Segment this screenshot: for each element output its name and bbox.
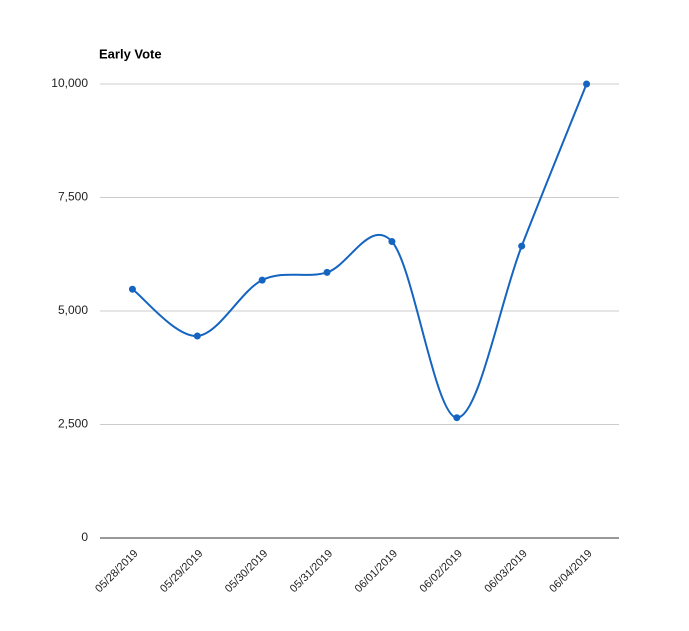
point bbox=[258, 276, 266, 284]
line bbox=[131, 83, 588, 419]
y-tick-label: 7,500 bbox=[58, 190, 88, 204]
chart-title: Early Vote bbox=[99, 46, 162, 61]
x-tick-label: 05/30/2019 bbox=[223, 548, 270, 595]
point bbox=[323, 268, 331, 276]
x-tick-label: 05/28/2019 bbox=[93, 548, 140, 595]
x-tick-label: 06/01/2019 bbox=[353, 548, 400, 595]
y-tick-label: 5,000 bbox=[58, 303, 88, 317]
x-tick-label: 05/31/2019 bbox=[288, 548, 335, 595]
y-tick-label: 0 bbox=[81, 530, 88, 544]
y-tick-label: 2,500 bbox=[58, 417, 88, 431]
point bbox=[518, 242, 526, 250]
point bbox=[453, 414, 461, 422]
point bbox=[388, 238, 396, 246]
y-tick-label: 10,000 bbox=[51, 76, 88, 90]
point bbox=[193, 332, 201, 340]
x-tick-label: 06/02/2019 bbox=[418, 548, 465, 595]
point bbox=[128, 285, 136, 293]
x-tick-label: 06/04/2019 bbox=[547, 548, 594, 595]
x-tick-label: 06/03/2019 bbox=[482, 548, 529, 595]
point bbox=[583, 80, 591, 88]
x-tick-label: 05/29/2019 bbox=[158, 548, 205, 595]
